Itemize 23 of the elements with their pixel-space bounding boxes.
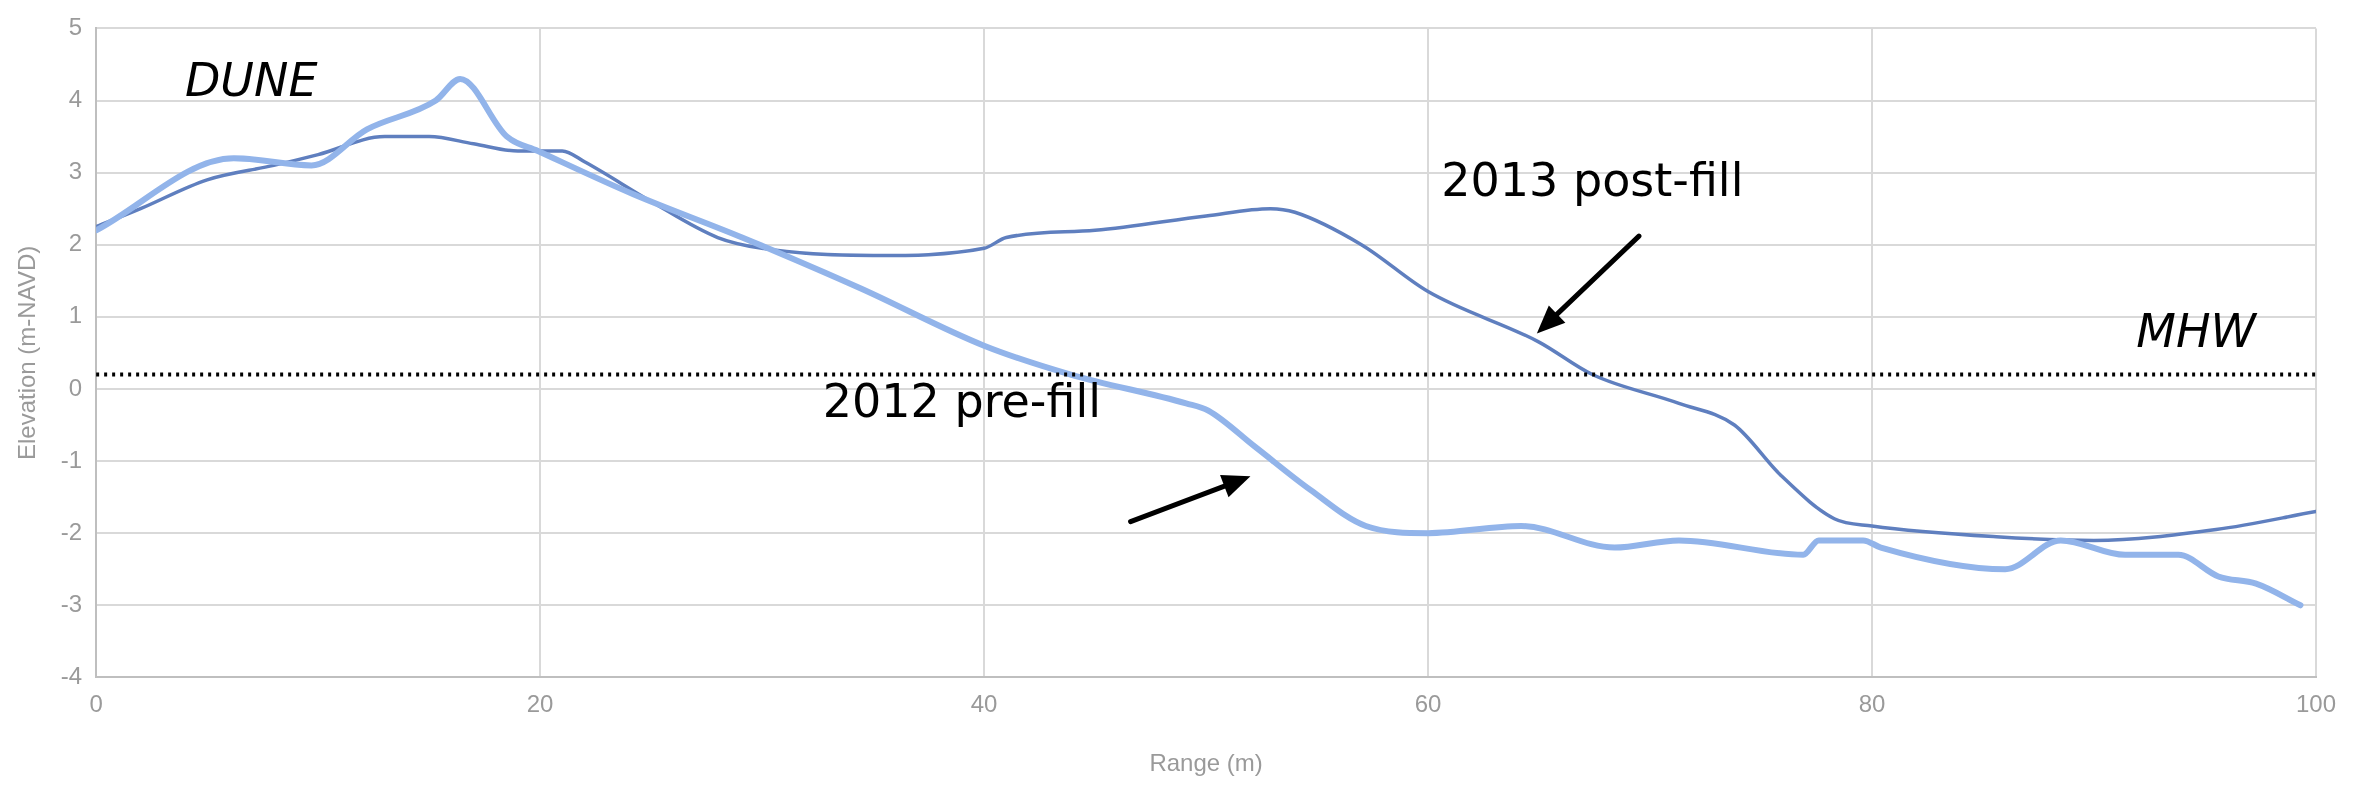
y-tick-label: -4 — [60, 662, 83, 690]
x-tick-label: 20 — [526, 690, 554, 718]
line-series — [96, 134, 2316, 543]
annotation: 2013 post-fill — [1441, 153, 1744, 208]
y-tick-label: -1 — [60, 445, 83, 473]
y-tick-label: 1 — [68, 301, 83, 329]
y-tick-label: 0 — [68, 373, 83, 401]
annotation: 2012 pre-fill — [822, 373, 1101, 428]
ref-line-label: MHW — [2136, 304, 2258, 359]
y-axis-title: Elevation (m-NAVD) — [13, 245, 41, 461]
y-tick-label: -3 — [60, 589, 83, 617]
y-tick-label: -2 — [60, 517, 83, 545]
y-tick-label: 5 — [68, 13, 83, 41]
y-tick-label: 2 — [68, 229, 83, 257]
annotation: DUNE — [184, 52, 318, 107]
x-axis-title: Range (m) — [1149, 749, 1263, 777]
x-tick-label: 80 — [1858, 690, 1886, 718]
x-tick-label: 0 — [89, 690, 103, 718]
x-tick-label: 40 — [970, 690, 998, 718]
y-tick-label: 4 — [68, 85, 83, 113]
x-tick-label: 100 — [2295, 690, 2337, 718]
x-tick-label: 60 — [1414, 690, 1442, 718]
y-tick-label: 3 — [68, 157, 83, 185]
